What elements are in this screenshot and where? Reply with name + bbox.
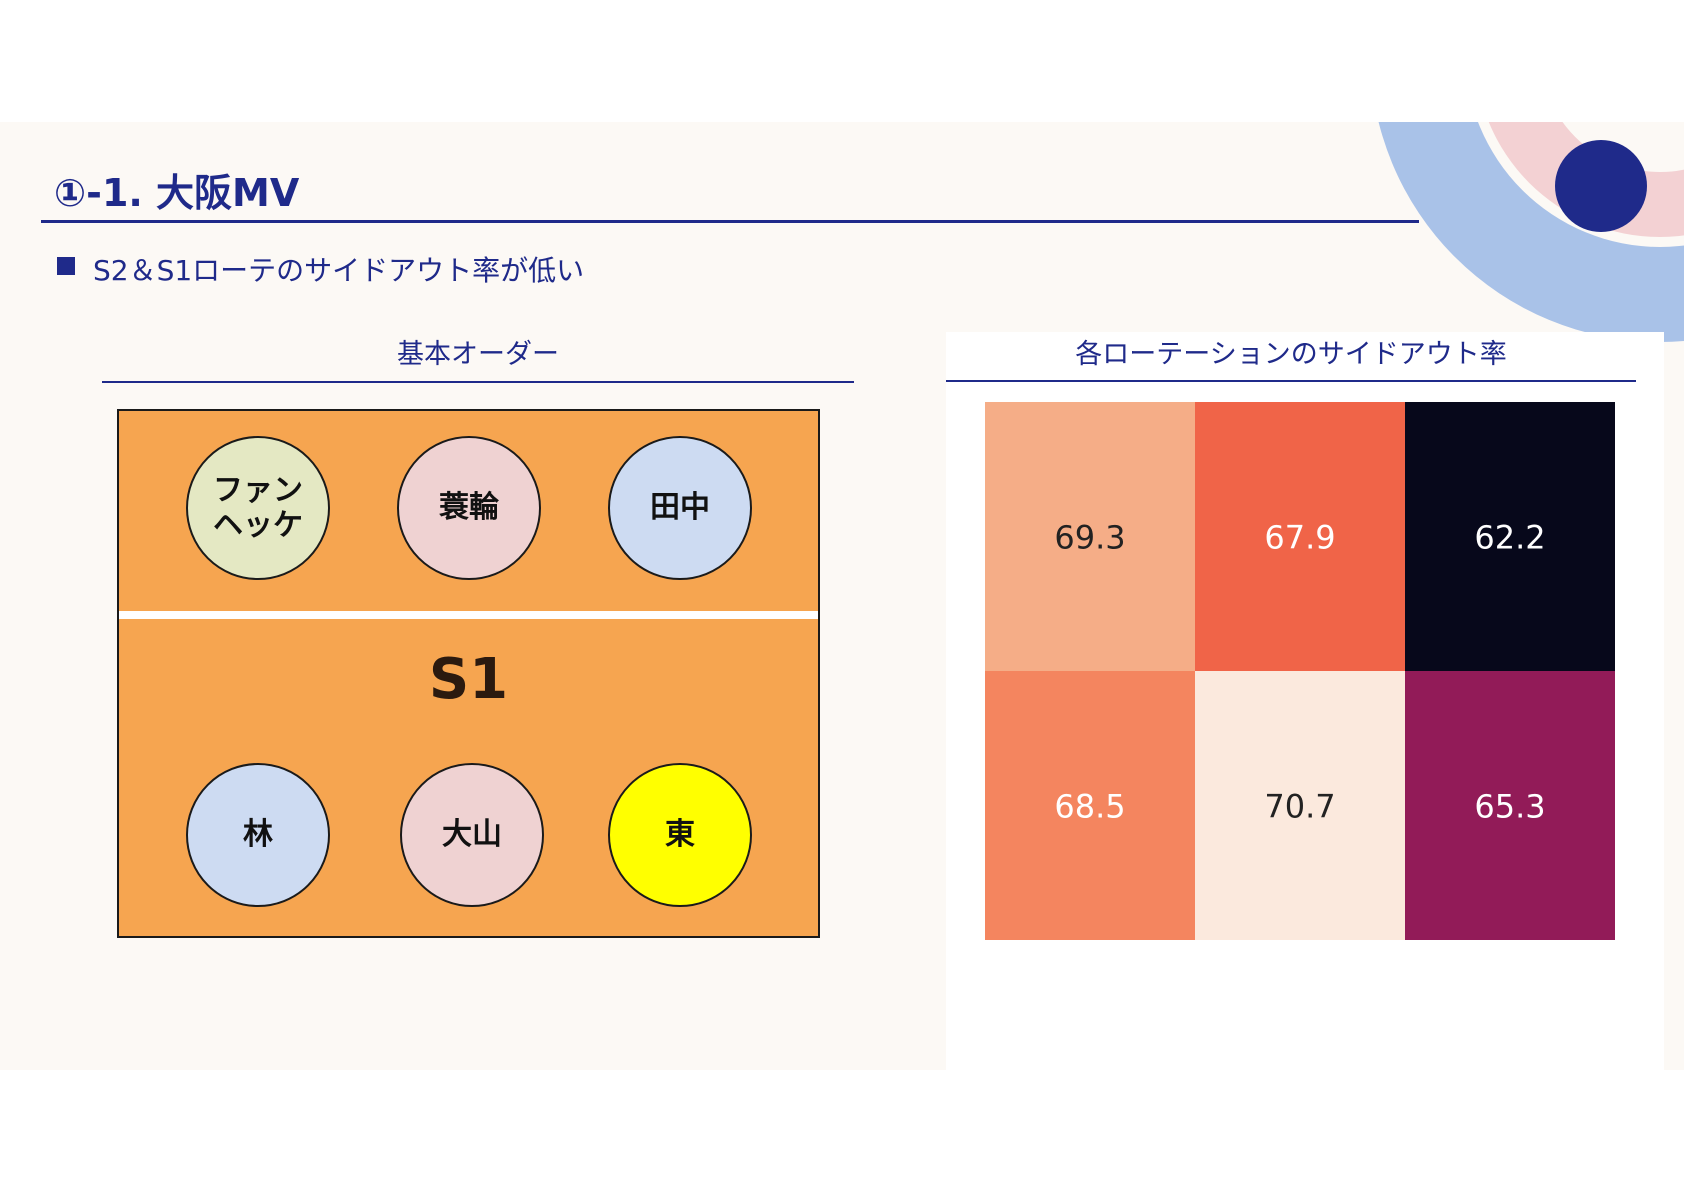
heatmap-chart: 69.3 67.9 62.2 68.5 70.7 65.3 [985, 402, 1615, 940]
heatmap-cell-r1-c3 [1405, 402, 1615, 671]
player-front-center: 蓑輪 [397, 436, 541, 580]
heatmap-value-label-r2-c2: 70.7 [1264, 788, 1335, 826]
heatmap-value-label-r1-c2: 67.9 [1264, 519, 1335, 557]
heatmap-cell-r2-c1 [985, 671, 1195, 940]
player-front-right: 田中 [608, 436, 752, 580]
bullet-text: S2＆S1ローテのサイドアウト率が低い [93, 254, 585, 287]
court-net-line [119, 611, 818, 619]
order-section-title: 基本オーダー [397, 339, 559, 370]
heatmap-cell-r1-c1 [985, 402, 1195, 671]
heatmap-section-rule [946, 380, 1636, 382]
order-section-rule [102, 381, 854, 383]
heatmap-value-label-r2-c1: 68.5 [1054, 788, 1125, 826]
heatmap-panel: 69.3 67.9 62.2 68.5 70.7 65.3 [946, 332, 1664, 1070]
decorative-circles [1378, 122, 1684, 342]
player-back-center: 大山 [400, 763, 544, 907]
volleyball-court: ファン ヘッケ 蓑輪 田中 S1 林 大山 東 [117, 409, 820, 938]
heatmap-value-label-r1-c3: 62.2 [1474, 519, 1545, 557]
heatmap-cell-r1-c2 [1195, 402, 1405, 671]
player-back-right: 東 [608, 763, 752, 907]
slide-title: ①-1. 大阪MV [54, 171, 300, 215]
slide: ①-1. 大阪MV S2＆S1ローテのサイドアウト率が低い 基本オーダー ファン… [0, 122, 1684, 1070]
deco-dot [1555, 140, 1647, 232]
heatmap-value-label-r1-c1: 69.3 [1054, 519, 1125, 557]
heatmap-section-title: 各ローテーションのサイドアウト率 [1075, 339, 1507, 370]
setter-rotation-label: S1 [428, 647, 509, 712]
heatmap-cell-r2-c2 [1195, 671, 1405, 940]
heatmap-cell-r2-c3 [1405, 671, 1615, 940]
title-underline [41, 220, 1419, 223]
player-front-left: ファン ヘッケ [186, 436, 330, 580]
heatmap-value-label-r2-c3: 65.3 [1474, 788, 1545, 826]
player-back-left: 林 [186, 763, 330, 907]
bullet-square-icon [57, 257, 75, 275]
